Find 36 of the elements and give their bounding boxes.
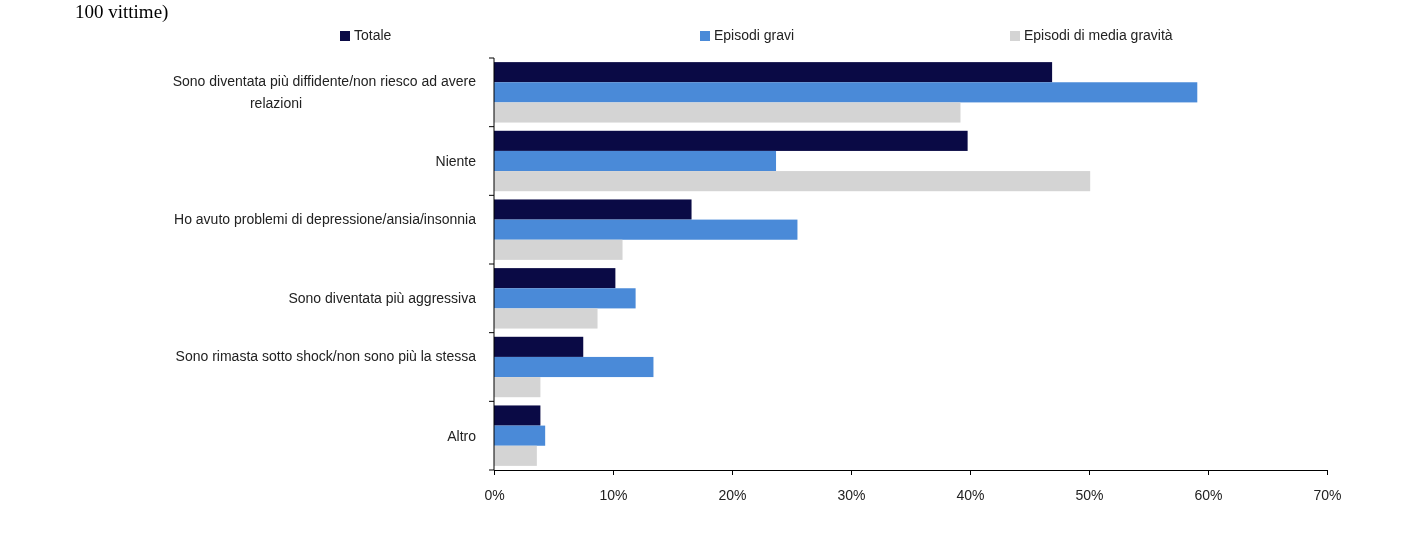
bar [494,356,654,378]
bar [494,288,636,309]
legend-label: Episodi gravi [714,27,795,43]
y-tick-label: Altro [447,427,477,444]
y-tick-label: Sono diventata più diffidente/non riesco ad avere relazioni [172,73,477,112]
bar [494,130,968,151]
bar [494,308,598,329]
x-tick-label: 70% [1313,487,1342,504]
bar [494,199,692,220]
bar [494,425,546,446]
legend-label: Totale [354,27,392,43]
x-tick-label: 20% [718,487,747,504]
bar [494,239,623,260]
bar [494,82,1198,103]
bar [494,268,616,289]
bar [494,102,961,123]
bar [494,150,777,172]
bar [494,336,584,357]
bar [494,405,541,426]
bar [494,377,541,398]
x-tick-label: 30% [837,487,866,504]
x-tick-label: 0% [484,487,505,504]
bar [494,219,798,240]
x-tick-label: 40% [956,487,985,504]
y-tick-label: Sono rimasta sotto shock/non sono più la stessa [175,348,477,364]
y-tick-label: Ho avuto problemi di depressione/ansia/insonnia [174,210,477,227]
text: 100 vittime) [75,1,169,23]
legend-label: Episodi di media gravità [1024,27,1173,43]
bar [494,62,1053,83]
x-tick-label: 60% [1194,487,1223,504]
y-tick-label: Sono diventata più aggressiva [288,290,477,307]
bar [494,445,537,466]
x-tick-label: 50% [1075,487,1104,504]
y-tick-label: Niente [435,153,477,169]
bar [494,171,1091,192]
x-tick-label: 10% [599,487,628,504]
